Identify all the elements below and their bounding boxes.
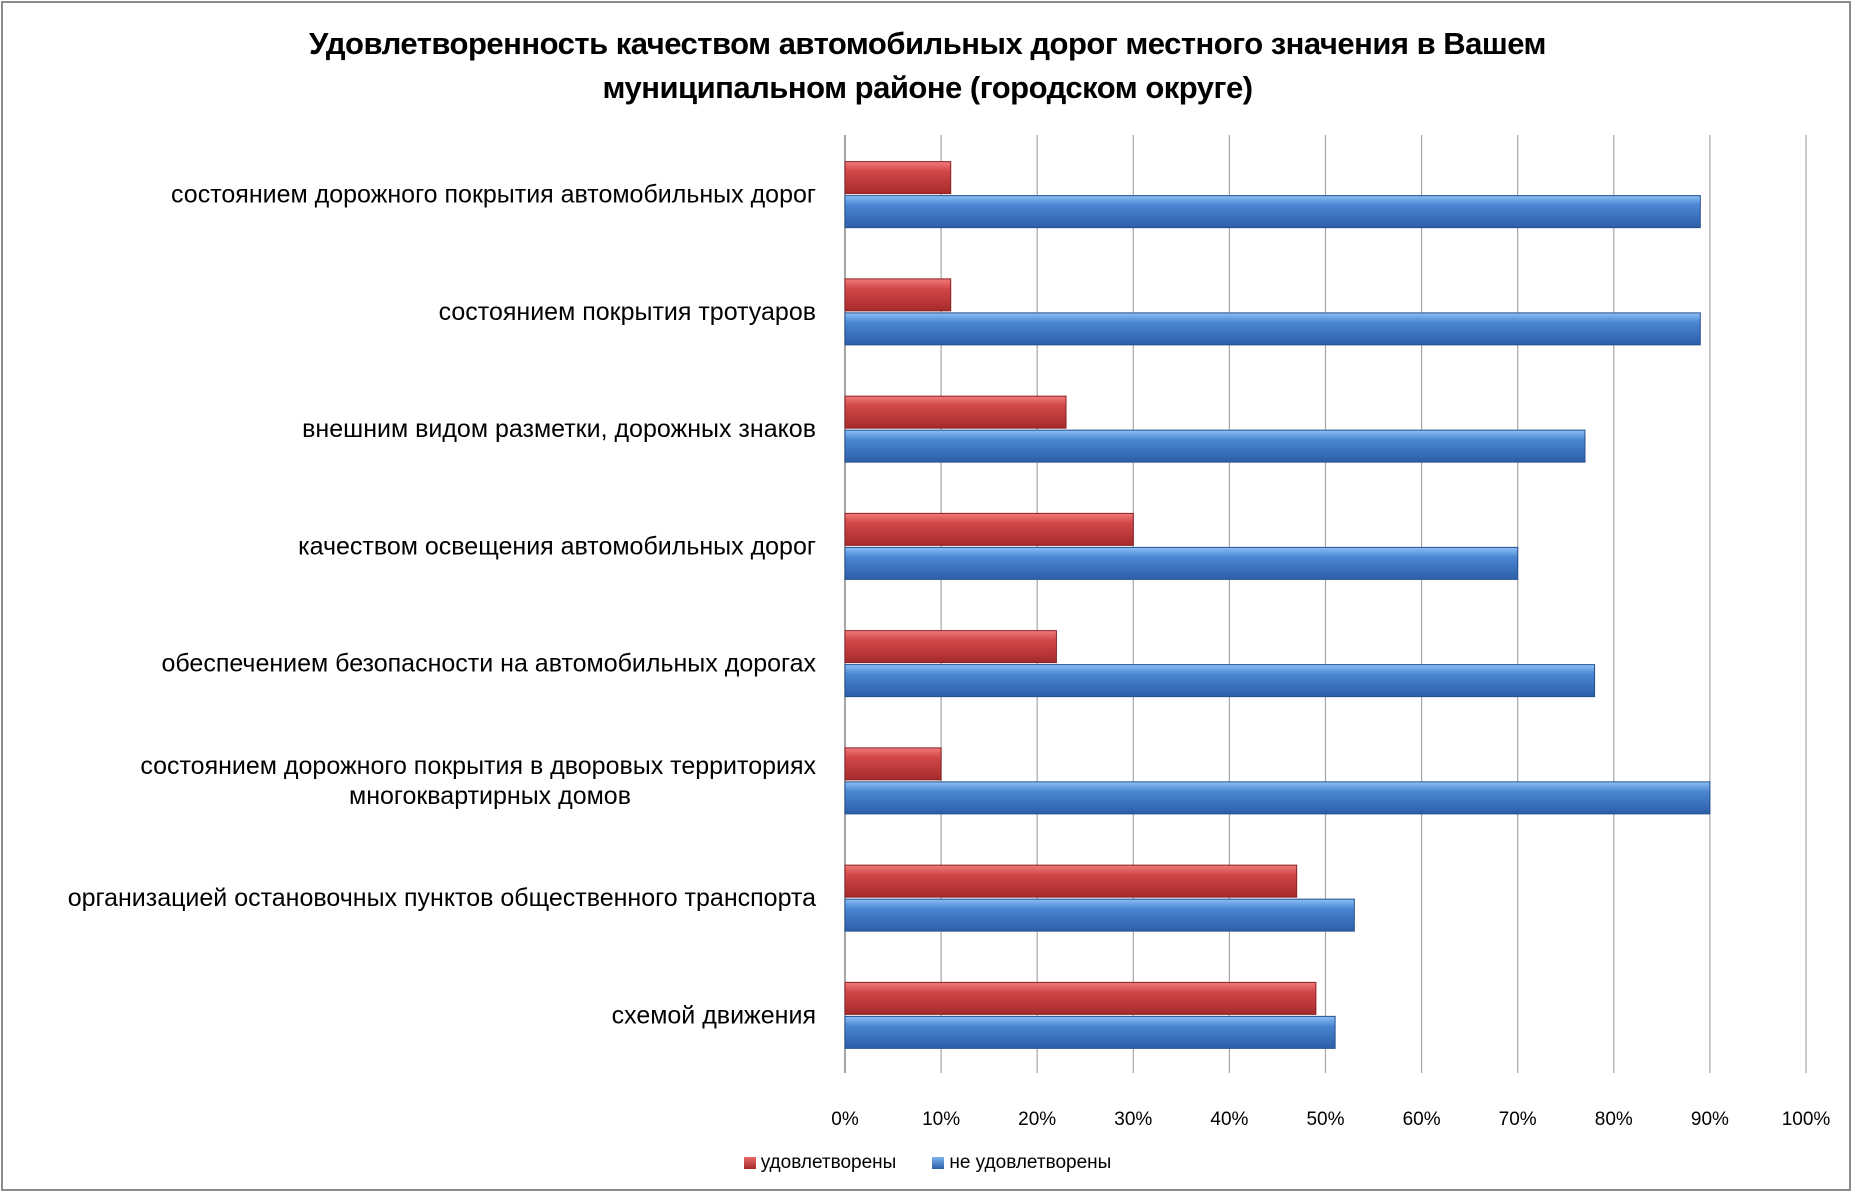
title-line-2: муниципальном районе (городском округе) bbox=[602, 70, 1253, 105]
x-tick-label: 100% bbox=[1782, 1109, 1831, 1130]
legend-label: не удовлетворены bbox=[949, 1152, 1112, 1173]
category-label: внешним видом разметки, дорожных знаков bbox=[302, 415, 816, 443]
legend: удовлетворены не удовлетворены bbox=[0, 1152, 1855, 1174]
bar-satisfied bbox=[844, 747, 942, 781]
bar-not-satisfied bbox=[844, 898, 1355, 932]
bar-satisfied bbox=[844, 981, 1317, 1015]
bar-not-satisfied bbox=[844, 664, 1596, 698]
bar-not-satisfied bbox=[844, 195, 1701, 229]
category-label: организацией остановочных пунктов общест… bbox=[68, 884, 816, 912]
x-tick-label: 90% bbox=[1691, 1109, 1729, 1130]
x-tick-label: 60% bbox=[1403, 1109, 1441, 1130]
category-label: состоянием покрытия тротуаров bbox=[439, 298, 816, 326]
legend-item: не удовлетворены bbox=[932, 1152, 1111, 1174]
legend-swatch-icon bbox=[932, 1157, 945, 1169]
bar-not-satisfied bbox=[844, 546, 1519, 580]
bar-satisfied bbox=[844, 864, 1298, 898]
legend-item: удовлетворены bbox=[743, 1152, 897, 1174]
x-tick-label: 80% bbox=[1595, 1109, 1633, 1130]
x-tick-label: 40% bbox=[1210, 1109, 1248, 1130]
chart-title: Удовлетворенность качеством автомобильны… bbox=[0, 22, 1855, 110]
bar-not-satisfied bbox=[844, 429, 1586, 463]
category-label: состоянием дорожного покрытия автомобиль… bbox=[171, 181, 816, 209]
x-tick-label: 50% bbox=[1306, 1109, 1344, 1130]
x-tick-label: 20% bbox=[1018, 1109, 1056, 1130]
bar-satisfied bbox=[844, 161, 952, 195]
bar-satisfied bbox=[844, 278, 952, 312]
bar-not-satisfied bbox=[844, 1015, 1336, 1049]
x-tick-label: 70% bbox=[1499, 1109, 1537, 1130]
bar-satisfied bbox=[844, 512, 1134, 546]
legend-swatch-icon bbox=[743, 1157, 756, 1169]
category-label: качеством освещения автомобильных дорог bbox=[298, 532, 816, 560]
title-line-1: Удовлетворенность качеством автомобильны… bbox=[309, 26, 1546, 61]
x-tick-label: 0% bbox=[831, 1109, 859, 1130]
category-label: схемой движения bbox=[612, 1001, 816, 1029]
category-label: многоквартирных домов bbox=[349, 782, 631, 810]
bar-not-satisfied bbox=[844, 312, 1701, 346]
bar-not-satisfied bbox=[844, 781, 1711, 815]
x-tick-label: 30% bbox=[1114, 1109, 1152, 1130]
category-label: состоянием дорожного покрытия в дворовых… bbox=[140, 752, 816, 780]
x-tick-label: 10% bbox=[922, 1109, 960, 1130]
bar-satisfied bbox=[844, 395, 1067, 429]
legend-label: удовлетворены bbox=[760, 1152, 897, 1173]
category-label: обеспечением безопасности на автомобильн… bbox=[161, 650, 816, 678]
bar-satisfied bbox=[844, 630, 1057, 664]
